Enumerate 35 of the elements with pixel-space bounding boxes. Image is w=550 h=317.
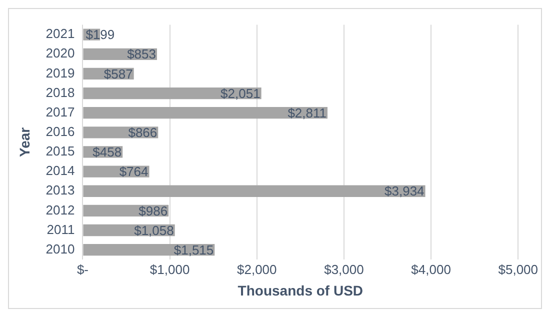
x-axis-title: Thousands of USD [238,282,364,298]
data-label: $986 [138,203,168,218]
x-tick-label: $2,000 [236,262,277,277]
data-label: $2,051 [220,86,260,101]
x-tick-label: $1,000 [150,262,190,277]
bar [83,185,426,197]
y-tick-label: 2020 [46,46,75,61]
y-tick-label: 2021 [46,26,75,42]
data-label: $853 [127,46,156,62]
y-tick-label: 2013 [46,182,75,198]
data-label: $764 [119,164,148,180]
data-label: $1,515 [174,242,214,258]
data-label: $587 [104,66,133,82]
data-label: $866 [128,124,158,140]
data-label: $2,811 [288,105,326,120]
y-tick-label: 2015 [46,144,75,159]
x-tick-label: $3,000 [324,262,364,277]
y-tick-label: 2011 [46,222,75,237]
y-tick-label: 2016 [46,124,75,139]
data-label: $199 [86,27,115,42]
y-tick-label: 2018 [46,84,75,100]
x-tick-label: $- [76,262,88,277]
y-tick-label: 2010 [46,241,75,256]
y-tick-label: 2017 [46,104,75,120]
bar [83,87,262,100]
y-tick-label: 2012 [46,202,75,218]
y-tick-label: 2014 [46,163,75,178]
y-axis-title: Year [16,126,32,157]
data-label: $1,058 [134,222,174,238]
x-tick-label: $4,000 [411,262,451,277]
bar [83,107,328,119]
data-label: $3,934 [384,184,424,199]
y-tick-label: 2019 [46,65,75,80]
x-tick-label: $5,000 [498,262,538,277]
data-label: $458 [92,144,122,160]
